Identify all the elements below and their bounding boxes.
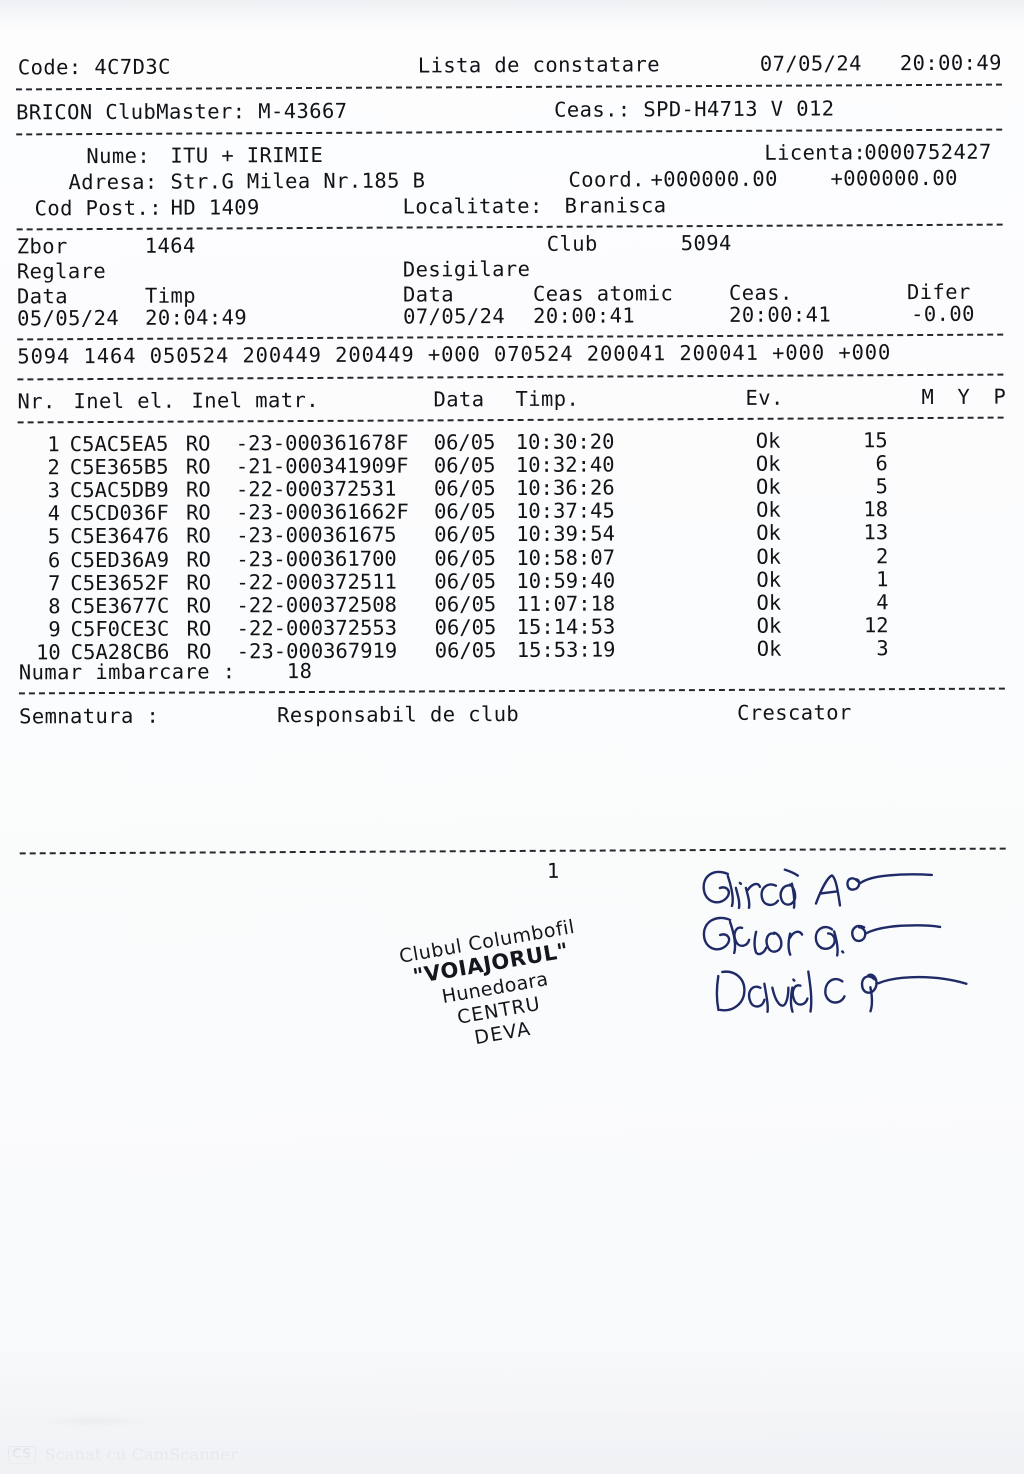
coord-lat: +000000.00 (650, 166, 778, 192)
table-row: 8 C5E3677C RO -22-000372508 06/05 11:07:18 Ok 4 (0, 0, 1022, 618)
cell-m: 5 (875, 474, 888, 499)
responsabil-label: Responsabil de club (276, 701, 520, 728)
value-data-right: 07/05/24 (403, 304, 506, 329)
col-header-nr: Nr. (17, 389, 56, 414)
header-difer: Difer (906, 279, 971, 305)
desigilare-label: Desigilare (402, 256, 531, 282)
device-label: BRICON ClubMaster: (16, 99, 246, 125)
semnatura-label: Semnatura : (18, 703, 160, 729)
reglare-label: Reglare (16, 258, 107, 284)
cell-m: 12 (863, 612, 889, 638)
header-ceas: Ceas. (728, 280, 793, 305)
header-ceas-atomic: Ceas atomic (532, 281, 674, 306)
print-time: 20:00:49 (899, 50, 1002, 76)
locality-label: Localitate: (402, 193, 543, 219)
divider-2 (16, 128, 1003, 136)
crescator-label: Crescator (736, 700, 852, 725)
coord-label: Coord. (568, 167, 645, 192)
camscanner-text: Scanat cu CamScanner (44, 1445, 238, 1464)
divider-5 (17, 373, 1004, 381)
signature-1 (702, 868, 934, 910)
owner-address-value: Str.G Milea Nr.185 B (170, 168, 426, 194)
zbor-label: Zbor (16, 234, 68, 259)
cell-m: 15 (862, 428, 888, 453)
table-row: 6 C5ED36A9 RO -23-000361700 06/05 10:58:07 Ok 2 (0, 0, 1022, 572)
owner-postcode-label: Cod Post.: (34, 195, 163, 221)
code-label: Code: (17, 55, 82, 80)
club-label: Club (546, 231, 598, 256)
raw-data-line: 5094 1464 050524 200449 200449 +000 0705… (17, 340, 892, 369)
table-row: 2 C5E365B5 RO -21-000341909F 06/05 10:32:40 Ok… (0, 0, 1022, 479)
col-header-m: M (921, 384, 935, 409)
header-data-left: Data (16, 284, 69, 309)
divider-7 (18, 687, 1005, 695)
page-title: Lista de constatare (417, 52, 661, 78)
col-header-ev: Ev. (745, 385, 784, 410)
club-stamp: Clubul Columbofil "VOIAJORUL" Hunedoara … (362, 910, 629, 1071)
value-ceas-atomic: 20:00:41 (533, 303, 636, 328)
table-row: 10 C5A28CB6 RO -23-000367919 06/05 15:53:19 Ok… (0, 0, 1022, 664)
code-value: 4C7D3C (94, 54, 171, 80)
value-timp: 20:04:49 (145, 305, 248, 330)
owner-address-label: Adresa: (68, 169, 158, 195)
col-header-inel-el: Inel el. (73, 388, 176, 414)
cell-m: 13 (863, 520, 889, 545)
divider-1 (15, 83, 1002, 91)
value-difer: -0.00 (911, 301, 975, 327)
licence-label: Licenta: (764, 140, 867, 165)
table-row: 1 C5AC5EA5 RO -23-000361678F 06/05 10:30:20 Ok… (0, 0, 1022, 456)
numar-imbarcare-label: Numar imbarcare : (18, 659, 236, 685)
cell-m: 2 (875, 543, 889, 568)
table-row: 5 C5E36476 RO -23-000361675 06/05 10:39:54 Ok 1… (0, 0, 1022, 549)
clock-label: Ceas.: (554, 97, 631, 122)
code-field: Code: 4C7D3C (17, 54, 171, 80)
clock-value: SPD-H4713 V 012 (643, 96, 835, 122)
value-ceas: 20:00:41 (729, 302, 832, 327)
cell-m: 1 (875, 566, 889, 591)
coord-lon: +000000.00 (830, 165, 958, 191)
col-header-inel-matr: Inel matr. (191, 387, 319, 413)
pigeon-table: 1 C5AC5EA5 RO -23-000361678F 06/05 10:30:20 Ok… (0, 0, 1022, 664)
locality-value: Branisca (564, 193, 667, 218)
signature-3 (715, 970, 968, 1013)
divider-6 (17, 416, 1004, 424)
scan-smudge (30, 1414, 160, 1428)
cell-m: 4 (876, 589, 889, 614)
camscanner-watermark: CS Scanat cu CamScanner (8, 1445, 238, 1464)
device-value: M-43667 (258, 98, 348, 124)
cell-m: 6 (875, 451, 888, 476)
camscanner-badge: CS (8, 1445, 36, 1464)
owner-name-label: Nume: (86, 143, 151, 169)
page-number: 1 (546, 858, 560, 883)
table-row: 9 C5F0CE3C RO -22-000372553 06/05 15:14:53 Ok 1… (0, 0, 1022, 641)
clock-field: Ceas.: SPD-H4713 V 012 (554, 96, 835, 122)
print-date: 07/05/24 (759, 51, 862, 76)
divider-3 (16, 223, 1003, 231)
table-row: 4 C5CD036F RO -23-000361662F 06/05 10:37:45 Ok… (0, 0, 1022, 525)
licence-value: 0000752427 (864, 139, 992, 165)
header-data-right: Data (402, 282, 455, 307)
value-data-left: 05/05/24 (17, 305, 120, 331)
numar-imbarcare-value: 18 (286, 658, 313, 684)
col-header-y: Y (957, 384, 971, 409)
col-header-p: P (993, 384, 1007, 409)
zbor-value: 1464 (144, 233, 196, 258)
handwritten-signatures (692, 853, 993, 1034)
col-header-timp: Timp. (515, 386, 580, 411)
col-header-data: Data (433, 387, 485, 412)
club-value: 5094 (680, 230, 732, 256)
table-row: 3 C5AC5DB9 RO -22-000372531 06/05 10:36:26 Ok 5 (0, 0, 1022, 502)
owner-postcode-value: HD 1409 (170, 195, 260, 220)
cell-m: 18 (863, 497, 889, 522)
header-timp: Timp (144, 283, 197, 308)
table-row: 7 C5E3652F RO -22-000372511 06/05 10:59:40 Ok 1 (0, 0, 1022, 595)
device-field: BRICON ClubMaster: M-43667 (16, 98, 348, 125)
signature-2 (702, 916, 942, 957)
owner-name-value: ITU + IRIMIE (170, 142, 324, 168)
